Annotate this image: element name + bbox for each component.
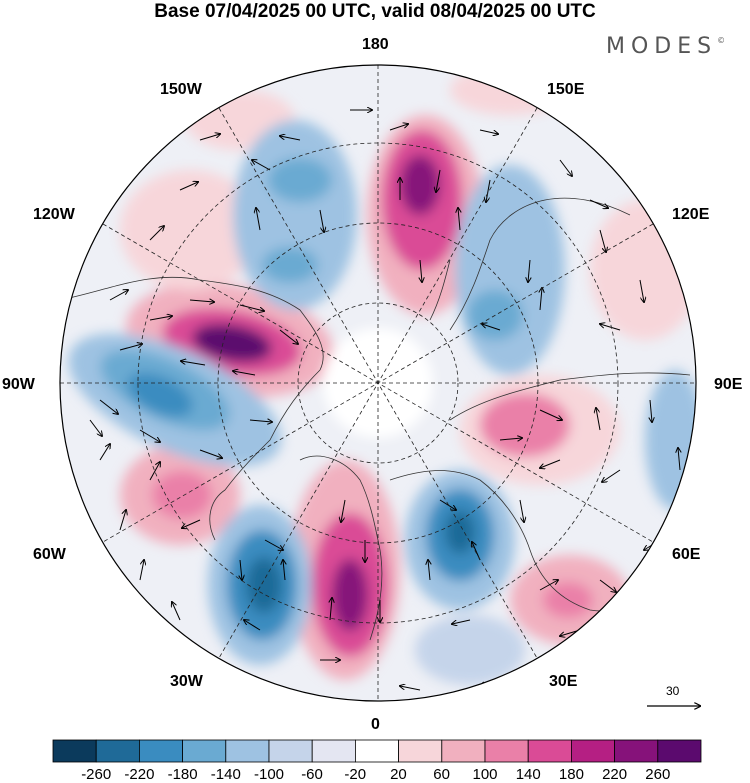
colorbar-tick-label: -60 [301, 766, 323, 783]
graticule [60, 65, 696, 701]
colorbar-tick-label: -140 [210, 766, 241, 783]
lon-label-30e: 30E [549, 673, 578, 690]
colorbar-swatch [268, 739, 313, 763]
lon-label-120e: 120E [672, 206, 710, 223]
lon-label-60w: 60W [33, 546, 66, 563]
colorbar-tick-label: -20 [344, 766, 367, 783]
colorbar-swatch [441, 739, 486, 763]
colorbar-swatch [571, 739, 616, 763]
colorbar-tick-label: -220 [124, 766, 155, 783]
lon-label-180: 180 [362, 36, 389, 53]
colorbar-tick-label: -260 [81, 766, 112, 783]
brand-logo: MODES© [606, 34, 726, 59]
colorbar-tick-label: 20 [390, 766, 407, 783]
lon-label-90e: 90E [714, 376, 743, 393]
lon-label-30w: 30W [170, 673, 203, 690]
colorbar-swatch [138, 739, 183, 763]
lon-label-0: 0 [371, 716, 380, 733]
colorbar-swatch [527, 739, 572, 763]
colorbar-swatch [52, 739, 97, 763]
colorbar-swatch [311, 739, 356, 763]
colorbar-swatch [657, 739, 702, 763]
map-boundary [59, 64, 697, 702]
colorbar-swatch [182, 739, 227, 763]
colorbar-tick-label: 60 [433, 766, 450, 783]
colorbar-tick-label: -180 [167, 766, 198, 783]
colorbar-tick-label: 260 [645, 766, 671, 783]
colorbar-tick-label: 220 [602, 766, 628, 783]
lon-label-120w: 120W [33, 206, 75, 223]
colorbar-swatch [398, 739, 443, 763]
page-title: Base 07/04/2025 00 UTC, valid 08/04/2025… [154, 1, 596, 22]
colorbar-tick-label: 140 [515, 766, 541, 783]
coastlines [60, 197, 691, 641]
colorbar-swatch [484, 739, 529, 763]
colorbar-swatch [614, 739, 659, 763]
lon-label-90w: 90W [2, 376, 35, 393]
lon-label-150w: 150W [160, 81, 202, 98]
colorbar-swatch [354, 739, 399, 763]
lon-label-60e: 60E [672, 546, 701, 563]
colorbar-swatch [225, 739, 270, 763]
wind-reference-value: 30 [666, 684, 680, 698]
colorbar-tick-label: 100 [472, 766, 498, 783]
colorbar-tick-label: 180 [558, 766, 584, 783]
colorbar-swatch [95, 739, 140, 763]
colorbar-tick-label: -100 [254, 766, 285, 783]
lon-label-150e: 150E [547, 81, 585, 98]
